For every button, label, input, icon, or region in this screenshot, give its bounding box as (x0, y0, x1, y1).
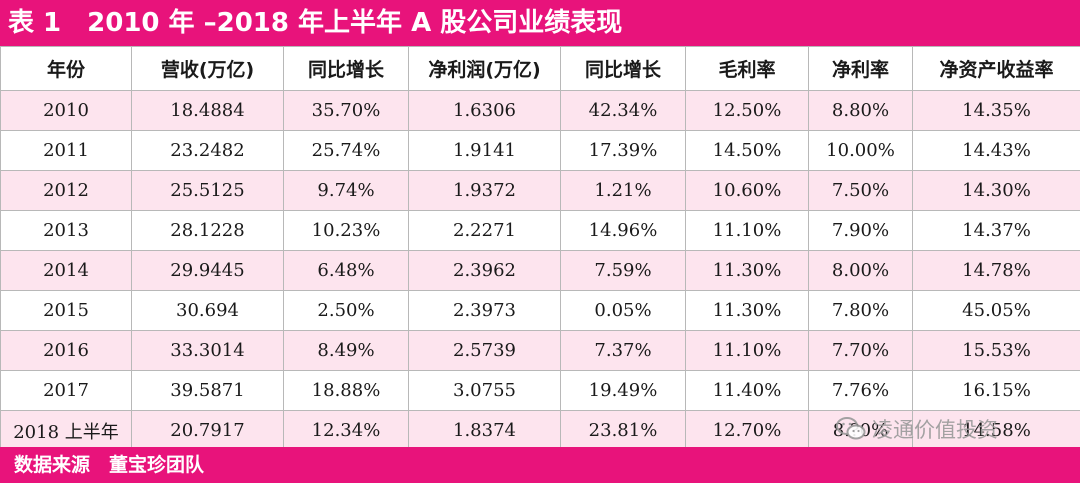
cell: 2018 上半年 (0, 410, 132, 451)
cell: 3.0755 (408, 370, 561, 411)
cell: 1.9372 (408, 170, 561, 211)
data-source: 数据来源 董宝珍团队 (0, 447, 1080, 483)
cell: 33.3014 (131, 330, 284, 371)
cell: 14.43% (912, 130, 1080, 171)
cell: 2012 (0, 170, 132, 211)
cell: 25.5125 (131, 170, 284, 211)
cell: 2010 (0, 90, 132, 131)
cell: 35.70% (283, 90, 409, 131)
cell: 28.1228 (131, 210, 284, 251)
cell: 14.50% (685, 130, 809, 171)
cell: 1.8374 (408, 410, 561, 451)
table-row: 2012 25.5125 9.74% 1.9372 1.21% 10.60% 7… (0, 170, 1080, 211)
cell: 2.5739 (408, 330, 561, 371)
cell: 20.7917 (131, 410, 284, 451)
wechat-icon (836, 417, 866, 440)
table-row: 2018 上半年 20.7917 12.34% 1.8374 23.81% 12… (0, 410, 1080, 451)
performance-table: 年份 营收(万亿) 同比增长 净利润(万亿) 同比增长 毛利率 净利率 净资产收… (0, 46, 1080, 451)
cell: 7.76% (808, 370, 913, 411)
cell: 2.50% (283, 290, 409, 331)
cell: 11.10% (685, 330, 809, 371)
cell: 0.05% (560, 290, 686, 331)
cell: 7.50% (808, 170, 913, 211)
header-year: 年份 (0, 46, 132, 91)
cell: 1.9141 (408, 130, 561, 171)
cell: 17.39% (560, 130, 686, 171)
cell: 14.58% (912, 410, 1080, 451)
cell: 7.59% (560, 250, 686, 291)
table-row: 2013 28.1228 10.23% 2.2271 14.96% 11.10%… (0, 210, 1080, 251)
cell: 2014 (0, 250, 132, 291)
header-profit-growth: 同比增长 (560, 46, 686, 91)
cell: 19.49% (560, 370, 686, 411)
header-net-margin: 净利率 (808, 46, 913, 91)
cell: 1.21% (560, 170, 686, 211)
cell: 6.48% (283, 250, 409, 291)
cell: 14.96% (560, 210, 686, 251)
cell: 23.81% (560, 410, 686, 451)
cell: 7.70% (808, 330, 913, 371)
cell: 2015 (0, 290, 132, 331)
cell: 42.34% (560, 90, 686, 131)
cell: 2.2271 (408, 210, 561, 251)
table-row: 2015 30.694 2.50% 2.3973 0.05% 11.30% 7.… (0, 290, 1080, 331)
header-roe: 净资产收益率 (912, 46, 1080, 91)
table-row: 2017 39.5871 18.88% 3.0755 19.49% 11.40%… (0, 370, 1080, 411)
cell: 9.74% (283, 170, 409, 211)
header-row: 年份 营收(万亿) 同比增长 净利润(万亿) 同比增长 毛利率 净利率 净资产收… (0, 46, 1080, 91)
cell: 8.49% (283, 330, 409, 371)
cell: 12.50% (685, 90, 809, 131)
cell: 7.90% (808, 210, 913, 251)
cell: 12.70% (685, 410, 809, 451)
table-title: 表 1 2010 年 –2018 年上半年 A 股公司业绩表现 (0, 0, 1080, 46)
cell: 16.15% (912, 370, 1080, 411)
cell: 2016 (0, 330, 132, 371)
cell: 14.37% (912, 210, 1080, 251)
cell: 11.30% (685, 250, 809, 291)
cell: 14.35% (912, 90, 1080, 131)
cell: 15.53% (912, 330, 1080, 371)
watermark: 凌通价值投资 (836, 414, 998, 444)
cell: 18.4884 (131, 90, 284, 131)
cell: 7.80% (808, 290, 913, 331)
table-row: 2010 18.4884 35.70% 1.6306 42.34% 12.50%… (0, 90, 1080, 131)
cell: 1.6306 (408, 90, 561, 131)
cell: 11.40% (685, 370, 809, 411)
cell: 23.2482 (131, 130, 284, 171)
header-net-profit: 净利润(万亿) (408, 46, 561, 91)
table-row: 2016 33.3014 8.49% 2.5739 7.37% 11.10% 7… (0, 330, 1080, 371)
cell: 2017 (0, 370, 132, 411)
cell: 30.694 (131, 290, 284, 331)
header-gross-margin: 毛利率 (685, 46, 809, 91)
cell: 11.30% (685, 290, 809, 331)
table-row: 2014 29.9445 6.48% 2.3962 7.59% 11.30% 8… (0, 250, 1080, 291)
cell: 8.80% (808, 90, 913, 131)
cell: 14.30% (912, 170, 1080, 211)
cell: 2.3962 (408, 250, 561, 291)
cell: 45.05% (912, 290, 1080, 331)
cell: 2013 (0, 210, 132, 251)
cell: 25.74% (283, 130, 409, 171)
cell: 29.9445 (131, 250, 284, 291)
cell: 10.60% (685, 170, 809, 211)
header-revenue: 营收(万亿) (131, 46, 284, 91)
cell: 8.00% (808, 250, 913, 291)
cell: 18.88% (283, 370, 409, 411)
cell: 11.10% (685, 210, 809, 251)
cell: 2.3973 (408, 290, 561, 331)
cell: 10.00% (808, 130, 913, 171)
table-row: 2011 23.2482 25.74% 1.9141 17.39% 14.50%… (0, 130, 1080, 171)
header-revenue-growth: 同比增长 (283, 46, 409, 91)
cell: 12.34% (283, 410, 409, 451)
cell: 10.23% (283, 210, 409, 251)
cell: 2011 (0, 130, 132, 171)
cell: 7.37% (560, 330, 686, 371)
cell: 14.78% (912, 250, 1080, 291)
cell: 39.5871 (131, 370, 284, 411)
watermark-text: 凌通价值投资 (872, 418, 998, 442)
